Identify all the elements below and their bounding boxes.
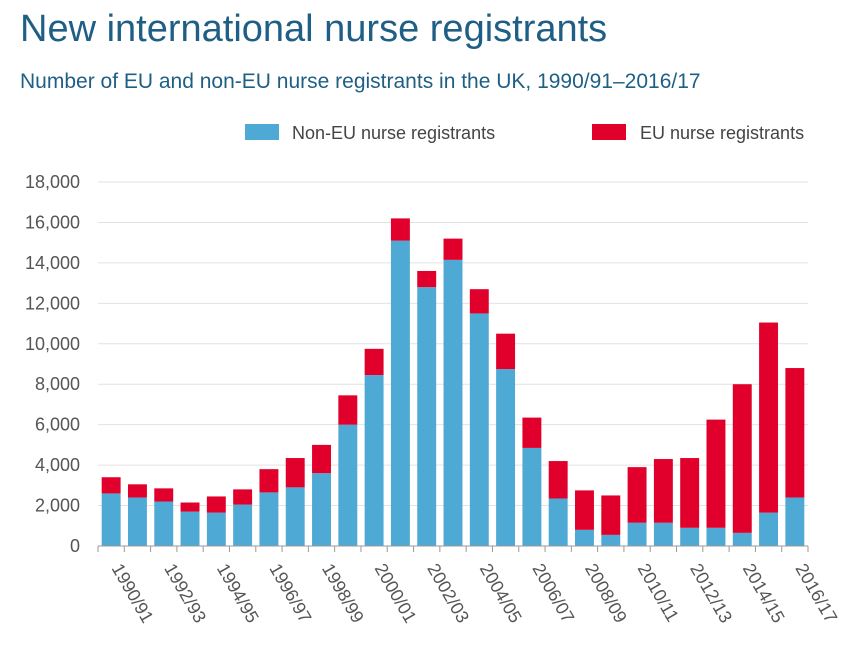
bar-non-eu bbox=[706, 527, 726, 546]
bar-eu bbox=[601, 495, 621, 535]
bar-eu bbox=[206, 496, 226, 513]
x-tick-label: 2008/09 bbox=[581, 560, 631, 626]
bar-non-eu bbox=[680, 527, 700, 546]
x-tick-label: 2002/03 bbox=[423, 560, 473, 626]
y-tick-label: 8,000 bbox=[35, 374, 80, 394]
bar-non-eu bbox=[469, 313, 489, 546]
bar-eu bbox=[759, 322, 779, 513]
legend-swatch-eu bbox=[592, 124, 626, 140]
x-tick-label: 1992/93 bbox=[160, 560, 210, 626]
x-tick-label: 1996/97 bbox=[265, 560, 315, 626]
legend-swatch-non-eu bbox=[245, 124, 279, 140]
y-tick-label: 12,000 bbox=[25, 293, 80, 313]
bar-eu bbox=[548, 461, 568, 499]
bar-non-eu bbox=[127, 497, 147, 546]
bar-non-eu bbox=[259, 492, 279, 546]
bar-non-eu bbox=[785, 497, 805, 546]
y-tick-label: 6,000 bbox=[35, 415, 80, 435]
bar-eu bbox=[180, 502, 200, 512]
bar-non-eu bbox=[233, 504, 253, 546]
x-tick-label: 2014/15 bbox=[739, 560, 789, 626]
bar-eu bbox=[127, 484, 147, 498]
bars bbox=[101, 218, 805, 546]
chart-title: New international nurse registrants bbox=[20, 8, 608, 50]
y-tick-label: 18,000 bbox=[25, 172, 80, 192]
legend-label-eu: EU nurse registrants bbox=[640, 123, 804, 143]
bar-non-eu bbox=[285, 487, 305, 546]
bar-non-eu bbox=[417, 287, 437, 546]
bar-non-eu bbox=[548, 498, 568, 546]
bar-eu bbox=[101, 477, 121, 494]
bar-eu bbox=[785, 368, 805, 498]
bar-eu bbox=[653, 459, 673, 523]
bar-non-eu bbox=[575, 529, 594, 546]
x-tick-label: 1994/95 bbox=[213, 560, 263, 626]
bar-non-eu bbox=[601, 534, 621, 546]
y-tick-label: 16,000 bbox=[25, 212, 80, 232]
bar-non-eu bbox=[522, 447, 542, 546]
bar-non-eu bbox=[101, 493, 121, 546]
bar-eu bbox=[154, 488, 174, 502]
bar-non-eu bbox=[364, 375, 384, 546]
x-axis: 1990/91 1992/93 1994/95 1996/97 1998/99 2000/… bbox=[97, 545, 841, 626]
y-tick-label: 2,000 bbox=[35, 496, 80, 516]
bar-eu bbox=[233, 489, 253, 505]
bar-eu bbox=[469, 289, 489, 314]
bar-eu bbox=[732, 384, 752, 533]
bar-eu bbox=[680, 458, 700, 528]
x-tick-label: 2004/05 bbox=[476, 560, 526, 626]
x-tick-label: 1998/99 bbox=[318, 560, 368, 626]
y-tick-label: 0 bbox=[70, 536, 80, 556]
bar-non-eu bbox=[154, 501, 174, 546]
bar-non-eu bbox=[496, 369, 516, 546]
y-axis-ticks: 0 2,000 4,000 6,000 8,000 10,000 12,000 14,000 1… bbox=[25, 172, 80, 556]
x-tick-label: 2012/13 bbox=[686, 560, 736, 626]
bar-non-eu bbox=[390, 240, 410, 546]
bar-eu bbox=[390, 218, 410, 241]
bar-non-eu bbox=[653, 522, 673, 546]
y-tick-label: 4,000 bbox=[35, 455, 80, 475]
bar-non-eu bbox=[759, 512, 779, 546]
bar-non-eu bbox=[443, 259, 463, 546]
y-tick-label: 14,000 bbox=[25, 253, 80, 273]
bar-eu bbox=[627, 467, 647, 523]
legend: Non-EU nurse registrants EU nurse regist… bbox=[245, 123, 804, 143]
chart-subtitle: Number of EU and non-EU nurse registrant… bbox=[20, 70, 701, 93]
x-tick-label: 1990/91 bbox=[108, 560, 158, 626]
bar-eu bbox=[364, 348, 384, 376]
bar-eu bbox=[312, 444, 331, 474]
bar-non-eu bbox=[732, 532, 752, 546]
x-tick-label: 2010/11 bbox=[634, 560, 683, 625]
x-tick-label: 2016/17 bbox=[791, 560, 841, 626]
bar-eu bbox=[575, 490, 594, 530]
bar-eu bbox=[259, 469, 279, 493]
bar-eu bbox=[496, 333, 516, 370]
bar-eu bbox=[285, 458, 305, 488]
legend-label-non-eu: Non-EU nurse registrants bbox=[292, 123, 495, 143]
bar-non-eu bbox=[338, 424, 358, 546]
bar-non-eu bbox=[180, 511, 200, 546]
bar-non-eu bbox=[312, 473, 331, 546]
bar-non-eu bbox=[627, 522, 647, 546]
y-tick-label: 10,000 bbox=[25, 334, 80, 354]
x-tick-label: 2000/01 bbox=[371, 560, 421, 626]
bar-eu bbox=[522, 417, 542, 448]
bar-non-eu bbox=[206, 512, 226, 546]
bar-eu bbox=[338, 395, 358, 425]
bar-eu bbox=[443, 238, 463, 260]
bar-eu bbox=[706, 419, 726, 528]
bar-eu bbox=[417, 270, 437, 288]
x-tick-label: 2006/07 bbox=[528, 560, 578, 626]
